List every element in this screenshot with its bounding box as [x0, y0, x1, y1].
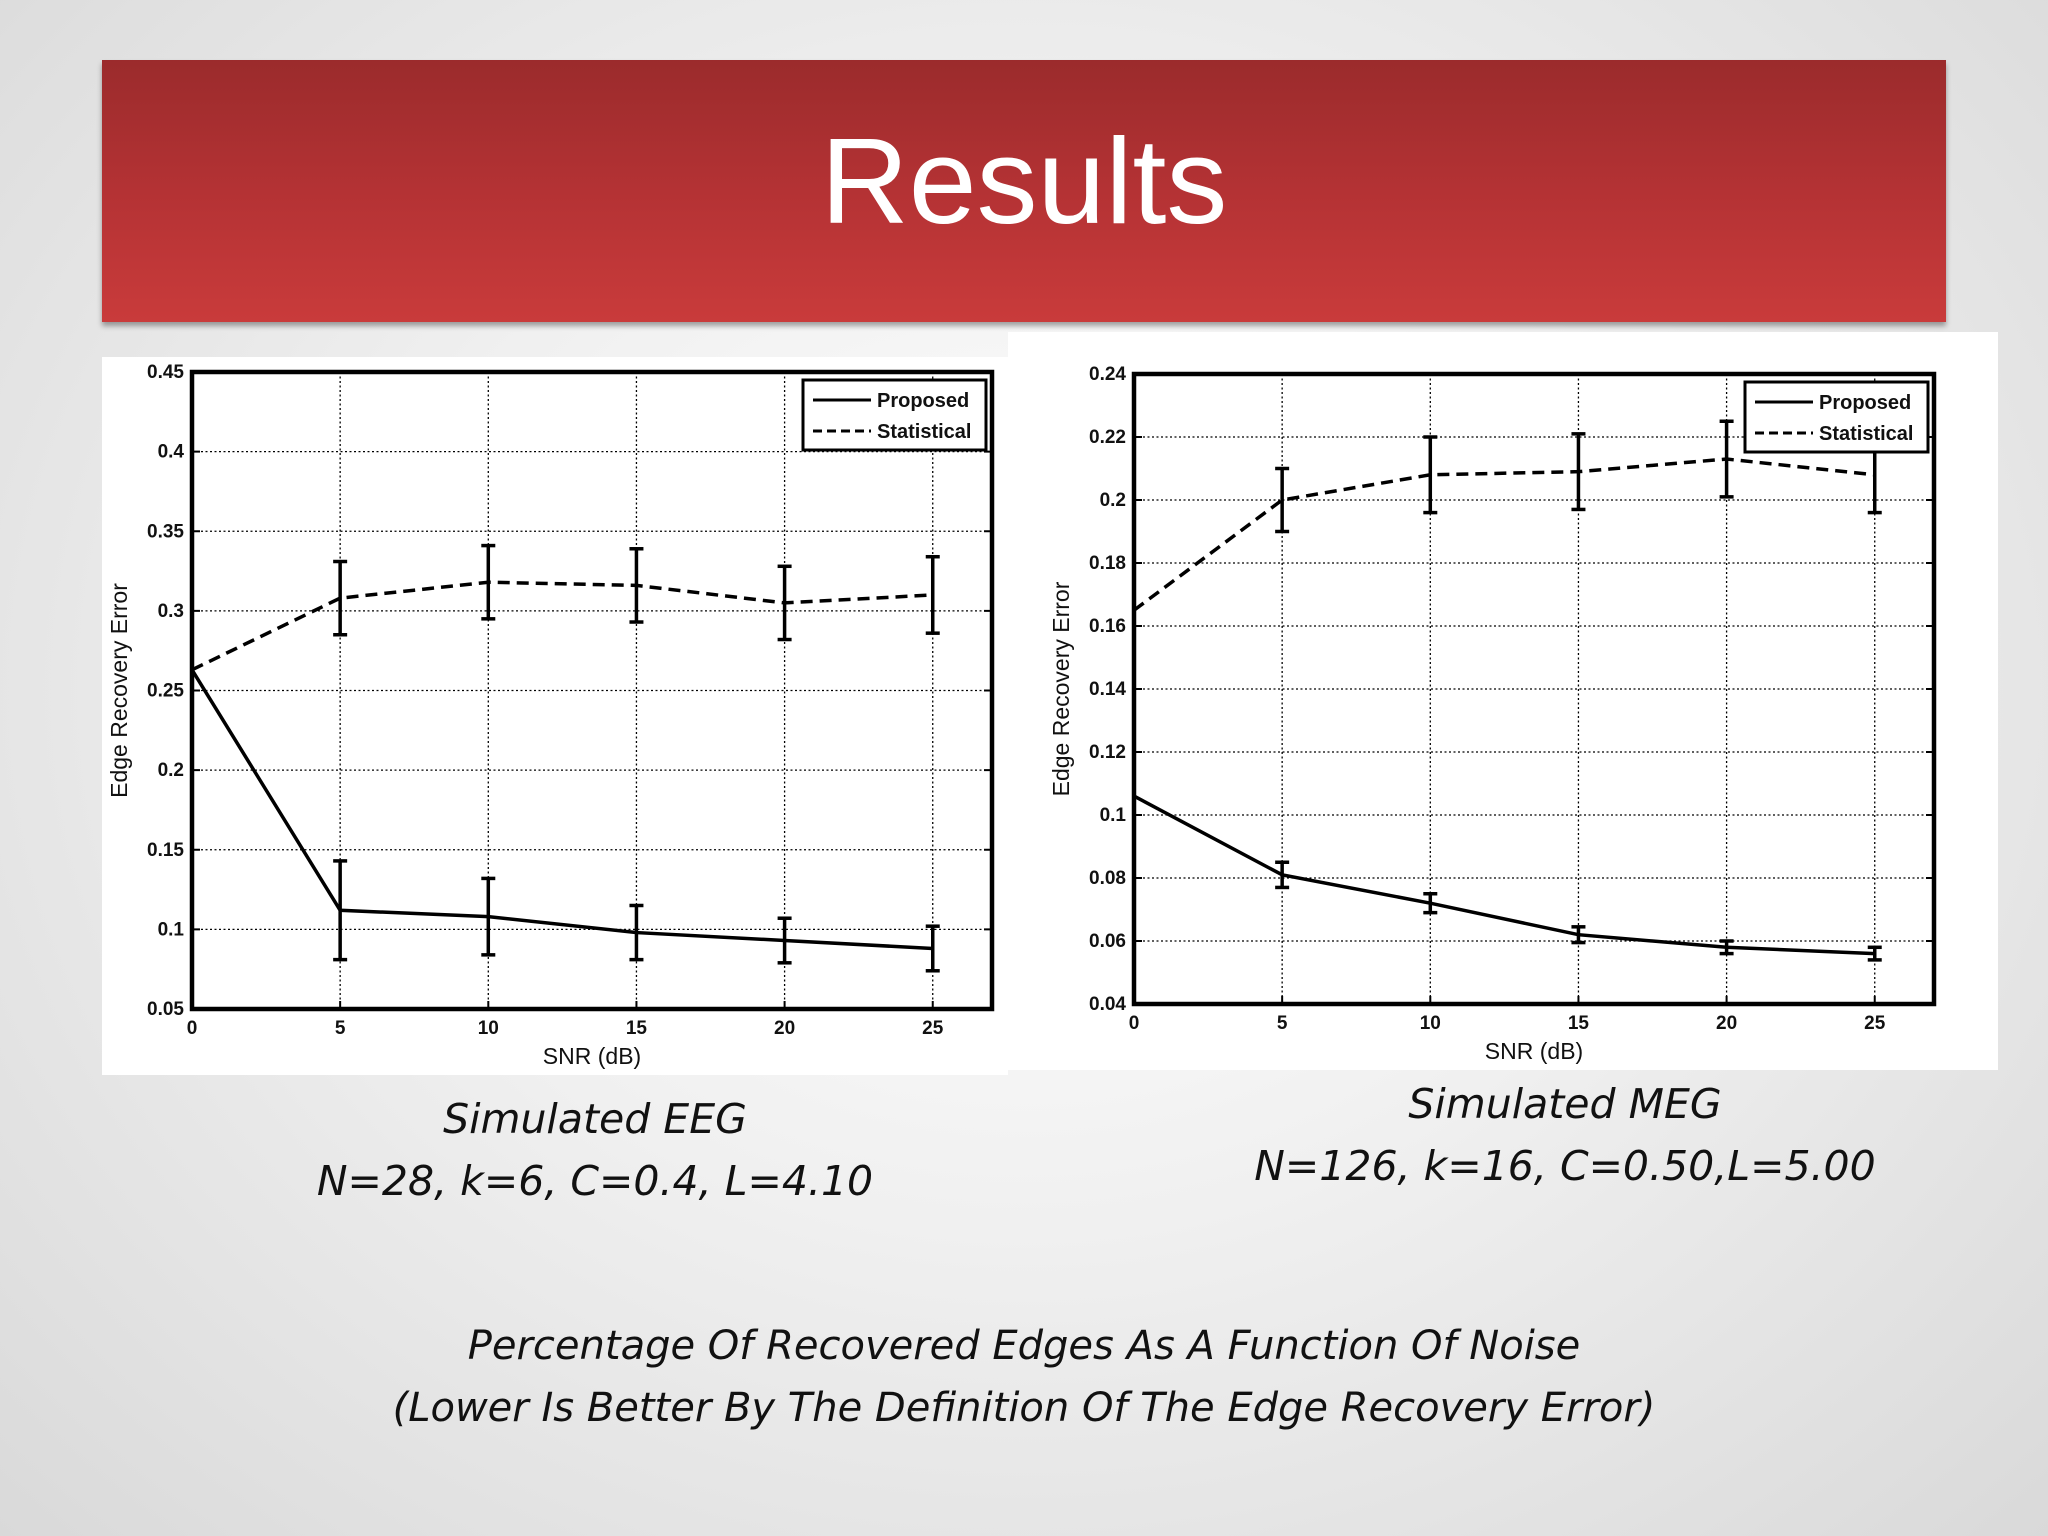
slide-title: Results	[820, 113, 1228, 249]
eeg-chart-panel: 0.05 0.1 0.15 0.2 0.25 0.3 0.35 0.4 0.45 0 5 10 15 20…	[102, 357, 1008, 1075]
meg-y-tick-label: 0.12	[1089, 742, 1126, 763]
meg-y-tick-label: 0.1	[1100, 805, 1127, 826]
eeg-chart: 0.05 0.1 0.15 0.2 0.25 0.3 0.35 0.4 0.45 0 5 10 15 20…	[106, 362, 995, 1069]
meg-y-axis-label: Edge Recovery Error	[1048, 581, 1074, 796]
meg-legend-box	[1743, 380, 1930, 454]
eeg-y-tick-label: 0.1	[158, 919, 185, 940]
eeg-x-axis-label: SNR (dB)	[543, 1043, 641, 1069]
meg-x-tick-label: 10	[1420, 1013, 1441, 1034]
meg-x-tick-label: 5	[1277, 1013, 1288, 1034]
footer-line-1: Percentage Of Recovered Edges As A Funct…	[467, 1323, 1581, 1369]
meg-chart-panel: 0.04 0.06 0.08 0.1 0.12 0.14 0.16 0.18 0.2 0.22 0.…	[1008, 332, 1998, 1070]
slide-footer: Percentage Of Recovered Edges As A Funct…	[224, 1315, 1824, 1439]
eeg-caption: Simulated EEG N=28, k=6, C=0.4, L=4.10	[255, 1088, 935, 1212]
meg-y-tick-label: 0.24	[1089, 364, 1126, 385]
eeg-y-tick-label: 0.3	[158, 601, 184, 622]
meg-caption-params: N=126, k=16, C=0.50,L=5.00	[1254, 1142, 1876, 1190]
title-bar: Results	[102, 60, 1946, 322]
eeg-series-proposed-line	[190, 668, 933, 951]
eeg-legend-label-statistical: Statistical	[877, 421, 971, 443]
eeg-series-statistical-line	[191, 580, 933, 672]
eeg-y-tick-label: 0.4	[158, 442, 185, 463]
eeg-caption-title: Simulated EEG	[443, 1095, 747, 1143]
meg-y-tick-label: 0.14	[1089, 679, 1126, 700]
meg-chart: 0.04 0.06 0.08 0.1 0.12 0.14 0.16 0.18 0.2 0.22 0.…	[1048, 364, 1937, 1064]
eeg-x-tick-label: 15	[626, 1018, 648, 1039]
meg-y-tick-label: 0.08	[1089, 868, 1126, 889]
eeg-y-tick-label: 0.35	[147, 521, 184, 542]
eeg-x-tick-label: 25	[922, 1018, 944, 1039]
eeg-x-tick-label: 0	[187, 1018, 198, 1039]
meg-x-axis-label: SNR (dB)	[1485, 1038, 1583, 1064]
meg-series-statistical-line	[1132, 457, 1875, 612]
eeg-legend-label-proposed: Proposed	[877, 390, 969, 412]
eeg-caption-params: N=28, k=6, C=0.4, L=4.10	[316, 1157, 874, 1205]
meg-series-proposed-line	[1133, 794, 1875, 956]
eeg-y-axis-label: Edge Recovery Error	[106, 583, 132, 798]
eeg-x-tick-label: 5	[335, 1018, 346, 1039]
eeg-y-tick-label: 0.05	[147, 999, 184, 1020]
eeg-y-tick-label: 0.25	[147, 681, 184, 702]
eeg-x-tick-label: 10	[478, 1018, 499, 1039]
meg-caption: Simulated MEG N=126, k=16, C=0.50,L=5.00	[1215, 1073, 1915, 1197]
meg-x-tick-label: 0	[1129, 1013, 1140, 1034]
meg-y-tick-label: 0.04	[1089, 994, 1126, 1015]
meg-x-tick-label: 15	[1568, 1013, 1590, 1034]
eeg-x-tick-label: 20	[774, 1018, 795, 1039]
meg-x-tick-label: 20	[1716, 1013, 1737, 1034]
eeg-y-tick-label: 0.2	[158, 760, 184, 781]
meg-legend-label-statistical: Statistical	[1819, 423, 1913, 445]
meg-caption-title: Simulated MEG	[1408, 1080, 1722, 1128]
meg-y-tick-label: 0.2	[1100, 490, 1126, 511]
eeg-y-tick-label: 0.45	[147, 362, 184, 383]
footer-line-2: (Lower Is Better By The Definition Of Th…	[392, 1385, 1656, 1431]
meg-x-tick-label: 25	[1864, 1013, 1886, 1034]
meg-y-tick-label: 0.06	[1089, 931, 1126, 952]
meg-legend-label-proposed: Proposed	[1819, 392, 1911, 414]
eeg-y-tick-label: 0.15	[147, 840, 184, 861]
meg-y-tick-label: 0.22	[1089, 427, 1126, 448]
eeg-legend-box	[801, 378, 988, 452]
meg-y-tick-label: 0.18	[1089, 553, 1126, 574]
meg-y-tick-label: 0.16	[1089, 616, 1126, 637]
